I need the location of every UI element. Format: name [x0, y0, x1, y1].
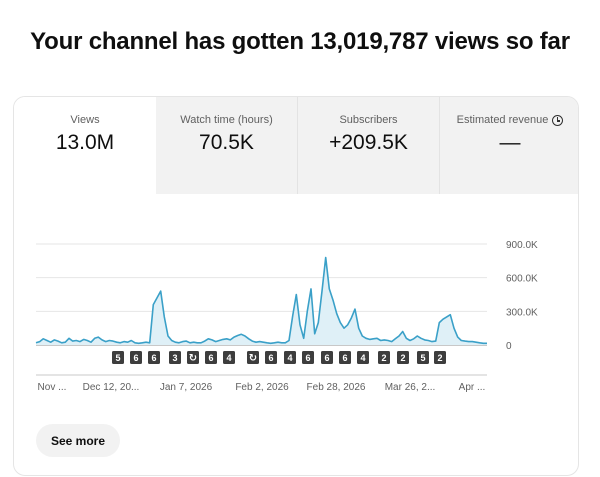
tab-value: +209.5K: [329, 131, 408, 154]
marker-count: 6: [324, 353, 329, 363]
marker-count: 5: [420, 353, 425, 363]
tab-label: Watch time (hours): [180, 114, 273, 126]
series-area: [36, 257, 487, 345]
upload-marker: [112, 351, 124, 364]
y-tick-label: 0: [506, 341, 512, 352]
marker-count: 4: [226, 353, 231, 363]
marker-count: 6: [151, 353, 156, 363]
upload-marker: [378, 351, 390, 364]
marker-count: 4: [287, 353, 292, 363]
x-tick-label: Feb 28, 2026: [307, 382, 366, 393]
tab-value: —: [499, 131, 521, 154]
marker-count: 6: [305, 353, 310, 363]
tab-value: 13.0M: [55, 131, 115, 154]
analytics-card: Views 13.0M Watch time (hours) 70.5K Sub…: [13, 96, 579, 476]
upload-marker: [265, 351, 277, 364]
marker-count: 5: [115, 353, 120, 363]
upload-marker: [169, 351, 181, 364]
x-tick-label: Nov ...: [38, 382, 67, 393]
tab-views[interactable]: Views 13.0M: [14, 97, 156, 194]
upload-marker: [339, 351, 351, 364]
views-chart: 900.0K 600.0K 300.0K 0 5 6 6 3 ↻ 6 4 ↻ 6 4 6 6 6 4 2 2 5 2 Nov…: [35, 240, 538, 393]
tab-subscribers[interactable]: Subscribers +209.5K: [297, 97, 439, 194]
upload-marker: [357, 351, 369, 364]
upload-marker: [130, 351, 142, 364]
tab-label: Subscribers: [339, 114, 398, 126]
upload-marker: [148, 351, 160, 364]
y-tick-label: 600.0K: [506, 274, 538, 285]
tab-watch-time[interactable]: Watch time (hours) 70.5K: [156, 97, 297, 194]
marker-count: 6: [133, 353, 138, 363]
page-headline: Your channel has gotten 13,019,787 views…: [30, 28, 570, 55]
tab-label: Views: [70, 114, 100, 126]
upload-marker: [205, 351, 217, 364]
tab-estimated-revenue[interactable]: Estimated revenue —: [439, 97, 578, 194]
x-tick-label: Jan 7, 2026: [160, 382, 213, 393]
x-tick-label: Dec 12, 20...: [83, 382, 140, 393]
see-more-button[interactable]: See more: [36, 424, 121, 457]
upload-marker: [302, 351, 314, 364]
metric-tabs: Views 13.0M Watch time (hours) 70.5K Sub…: [14, 97, 578, 194]
upload-marker: [321, 351, 333, 364]
upload-marker: [434, 351, 446, 364]
tab-label-text: Estimated revenue: [456, 114, 549, 126]
series-line: [35, 256, 487, 345]
marker-count: 2: [437, 353, 442, 363]
marker-count: 2: [381, 353, 386, 363]
shorts-marker: [247, 351, 259, 364]
info-icon[interactable]: [552, 115, 564, 126]
marker-count: 3: [172, 353, 177, 363]
shorts-icon: ↻: [249, 353, 257, 364]
x-tick-label: Mar 26, 2...: [385, 382, 436, 393]
marker-count: 6: [268, 353, 273, 363]
upload-marker: [223, 351, 235, 364]
marker-count: 6: [342, 353, 347, 363]
upload-marker: [397, 351, 409, 364]
shorts-marker: [187, 351, 199, 364]
x-tick-label: Feb 2, 2026: [235, 382, 289, 393]
marker-count: 2: [400, 353, 405, 363]
marker-count: 6: [208, 353, 213, 363]
y-tick-label: 300.0K: [506, 307, 538, 318]
tab-value: 70.5K: [199, 131, 254, 154]
shorts-icon: ↻: [189, 353, 197, 364]
marker-count: 4: [360, 353, 365, 363]
x-tick-label: Apr ...: [459, 382, 486, 393]
upload-marker: [417, 351, 429, 364]
upload-marker: [284, 351, 296, 364]
tab-label: Estimated revenue: [440, 114, 578, 126]
y-tick-label: 900.0K: [506, 240, 538, 251]
